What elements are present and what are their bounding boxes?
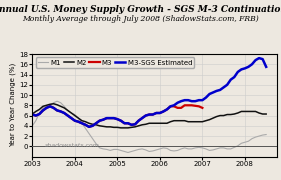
- M3: [116, 118, 119, 120]
- M3: [169, 105, 172, 107]
- M3: [180, 107, 183, 109]
- M3: [137, 120, 140, 122]
- M3: [140, 117, 144, 119]
- M3: [77, 121, 80, 123]
- M3: [158, 112, 162, 114]
- Y-axis label: Year to Year Change (%): Year to Year Change (%): [10, 63, 16, 147]
- M3: [31, 113, 34, 116]
- M3: [162, 110, 165, 112]
- M3: [91, 125, 94, 127]
- M2: [144, 123, 148, 125]
- M3: [66, 114, 69, 117]
- M2: [133, 126, 137, 128]
- M3: [155, 112, 158, 114]
- M3: [38, 113, 41, 115]
- Text: shadowstats.com: shadowstats.com: [44, 143, 99, 148]
- M3: [183, 104, 186, 106]
- M3: [130, 124, 133, 126]
- M3: [41, 109, 45, 112]
- M1: [48, 104, 52, 106]
- M2: [264, 113, 268, 115]
- M3: [176, 107, 179, 109]
- Line: M3: M3: [32, 105, 202, 127]
- M3: [87, 126, 91, 128]
- M1: [144, 149, 148, 151]
- M3-SGS Estimated: [48, 105, 52, 107]
- Line: M2: M2: [32, 104, 266, 128]
- M3: [197, 105, 201, 107]
- M1: [250, 138, 254, 140]
- M1: [55, 100, 59, 102]
- M1: [31, 125, 34, 127]
- M1: [215, 148, 218, 150]
- M3: [101, 119, 105, 121]
- M3: [123, 122, 126, 124]
- M2: [48, 103, 52, 105]
- M3: [148, 113, 151, 116]
- M3: [108, 117, 112, 119]
- M3-SGS Estimated: [59, 110, 62, 112]
- M3-SGS Estimated: [264, 66, 268, 68]
- M3: [84, 124, 87, 126]
- M2: [52, 103, 55, 105]
- M3: [59, 110, 62, 112]
- M3: [45, 107, 48, 109]
- M3: [187, 104, 190, 106]
- M3-SGS Estimated: [257, 57, 261, 59]
- M3-SGS Estimated: [31, 113, 34, 116]
- M3: [165, 108, 169, 111]
- Text: Monthly Average through July 2008 (ShadowStats.com, FRB): Monthly Average through July 2008 (Shado…: [22, 15, 259, 23]
- M2: [31, 113, 34, 115]
- M2: [119, 127, 123, 129]
- M3: [201, 107, 204, 109]
- M3: [62, 112, 66, 114]
- M3-SGS Estimated: [130, 124, 133, 126]
- M2: [215, 116, 218, 118]
- M3-SGS Estimated: [247, 66, 250, 68]
- M3: [119, 120, 123, 122]
- M3-SGS Estimated: [211, 91, 215, 94]
- M3: [172, 105, 176, 107]
- M1: [126, 151, 130, 154]
- M3-SGS Estimated: [87, 126, 91, 128]
- M3: [151, 113, 155, 116]
- M3: [52, 107, 55, 109]
- M3: [94, 122, 98, 124]
- M1: [264, 133, 268, 136]
- M3: [80, 122, 84, 124]
- M3: [126, 122, 130, 124]
- M3: [73, 120, 76, 122]
- M2: [250, 110, 254, 112]
- Line: M3-SGS Estimated: M3-SGS Estimated: [32, 58, 266, 127]
- M3: [112, 117, 115, 119]
- Text: Annual U.S. Money Supply Growth - SGS M-3 Continuation: Annual U.S. Money Supply Growth - SGS M-…: [0, 4, 281, 14]
- Legend: M1, M2, M3, M3-SGS Estimated: M1, M2, M3, M3-SGS Estimated: [36, 57, 194, 68]
- M3: [48, 105, 52, 107]
- M3: [98, 120, 101, 122]
- M3: [105, 117, 108, 119]
- M3: [55, 109, 59, 112]
- M3: [190, 104, 193, 106]
- M3: [34, 114, 38, 117]
- M2: [62, 107, 66, 109]
- M3: [70, 117, 73, 119]
- M1: [133, 149, 137, 152]
- M3-SGS Estimated: [140, 117, 144, 119]
- M3: [144, 114, 148, 117]
- Line: M1: M1: [32, 101, 266, 152]
- M3: [133, 123, 137, 125]
- M1: [62, 105, 66, 107]
